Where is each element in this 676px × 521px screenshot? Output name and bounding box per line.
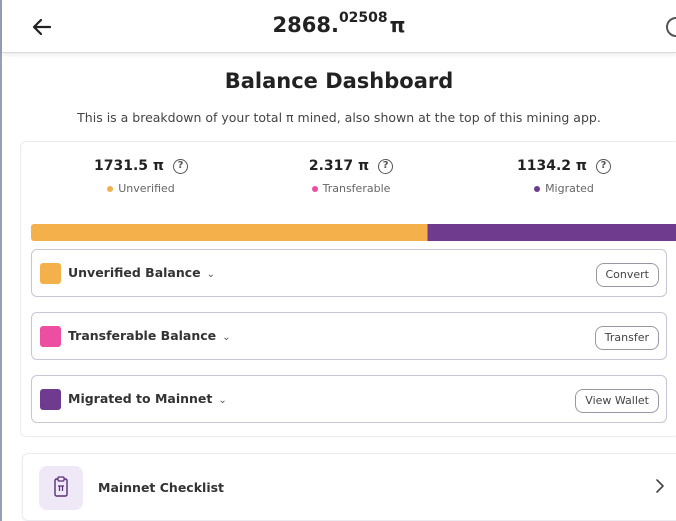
row-label: Transferable Balance — [68, 328, 217, 343]
top-header: 2868.02508 π — [2, 0, 676, 53]
row-transferable-balance[interactable]: Transferable Balance ⌄ Transfer — [31, 312, 667, 360]
row-migrated-to-mainnet[interactable]: Migrated to Mainnet ⌄ View Wallet — [31, 375, 667, 423]
help-icon[interactable]: ? — [172, 158, 188, 174]
unverified-swatch — [40, 263, 61, 284]
migrated-dot — [534, 185, 541, 192]
pi-symbol: π — [389, 13, 406, 37]
stat-value: 2.317 π — [308, 158, 370, 174]
header-balance: 2868.02508 π — [2, 10, 676, 37]
transferable-swatch — [40, 326, 61, 347]
mainnet-checklist-item[interactable]: Mainnet Checklist — [22, 453, 676, 521]
row-label: Migrated to Mainnet — [68, 391, 213, 406]
bar-segment-unverified — [31, 224, 428, 241]
main-content: Balance Dashboard This is a breakdown of… — [2, 53, 676, 521]
stat-unverified: 1731.5 π? Unverified — [71, 158, 211, 195]
chevron-right-icon[interactable] — [651, 477, 669, 495]
checklist-label: Mainnet Checklist — [98, 480, 225, 495]
balance-integer: 2868. — [272, 13, 339, 37]
chevron-down-icon[interactable]: ⌄ — [222, 332, 231, 343]
bar-segment-migrated — [427, 224, 676, 241]
stat-transferable: 2.317 π? Transferable — [281, 158, 421, 195]
balance-progress-bar — [31, 224, 676, 241]
view-wallet-button[interactable]: View Wallet — [575, 389, 659, 413]
convert-button[interactable]: Convert — [595, 263, 659, 287]
page-subtitle: This is a breakdown of your total π mine… — [77, 110, 601, 125]
info-icon[interactable] — [666, 17, 676, 37]
transferable-dot — [311, 185, 318, 192]
balance-fraction: 02508 — [338, 10, 388, 26]
page-title: Balance Dashboard — [224, 69, 454, 93]
clipboard-pi-icon — [39, 466, 83, 510]
help-icon[interactable]: ? — [378, 158, 394, 174]
window-left-edge — [0, 0, 2, 521]
back-arrow-icon[interactable] — [30, 15, 54, 39]
unverified-dot — [107, 185, 114, 192]
chevron-down-icon[interactable]: ⌄ — [206, 269, 216, 280]
balance-summary-card: 1731.5 π? Unverified 2.317 π? Transferab… — [20, 141, 676, 437]
row-unverified-balance[interactable]: Unverified Balance ⌄ Convert — [31, 249, 667, 297]
migrated-swatch — [40, 389, 61, 410]
stat-migrated: 1134.2 π? Migrated — [494, 158, 634, 195]
stat-label: Transferable — [322, 182, 391, 195]
stat-label: Migrated — [545, 182, 594, 195]
help-icon[interactable]: ? — [595, 158, 611, 174]
bar-segment-transferable — [427, 224, 428, 241]
stat-value: 1731.5 π — [94, 158, 164, 174]
stat-value: 1134.2 π — [517, 158, 587, 174]
row-label: Unverified Balance — [68, 265, 201, 280]
stat-label: Unverified — [118, 182, 175, 195]
chevron-down-icon[interactable]: ⌄ — [218, 395, 227, 406]
transfer-button[interactable]: Transfer — [594, 326, 659, 350]
